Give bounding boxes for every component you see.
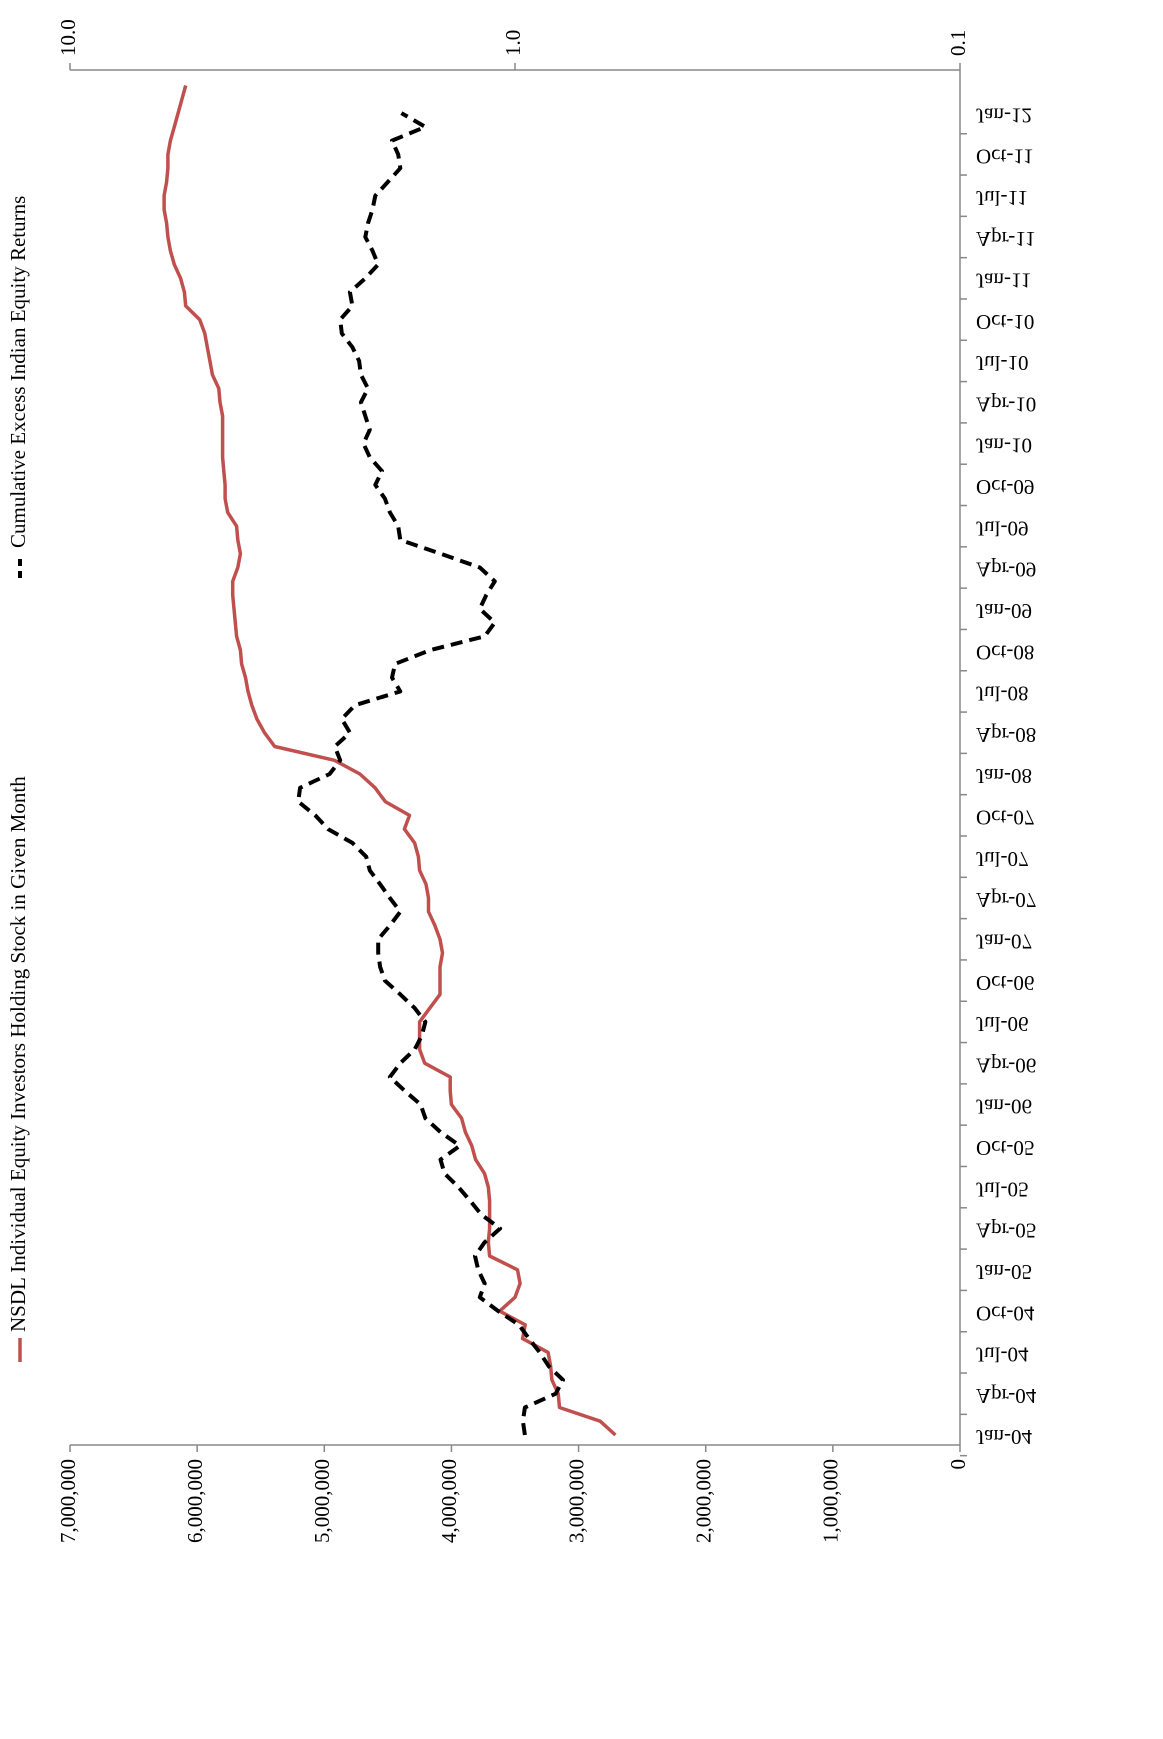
x-tick-label: Apr-10 xyxy=(976,392,1036,416)
x-tick-label: Jul-04 xyxy=(976,1343,1029,1367)
y-tick-label: 0 xyxy=(946,1459,970,1470)
y-tick-label: 5,000,000 xyxy=(310,1459,334,1543)
x-tick-label: Oct-06 xyxy=(976,971,1034,995)
x-tick-label: Oct-09 xyxy=(976,475,1034,499)
x-tick-label: Jul-06 xyxy=(976,1012,1029,1036)
x-tick-label: Jul-11 xyxy=(976,186,1028,210)
x-tick-label: Jan-12 xyxy=(976,103,1032,127)
x-tick-label: Jul-07 xyxy=(976,847,1029,871)
y-tick-label: 4,000,000 xyxy=(437,1459,461,1543)
x-tick-label: Jan-07 xyxy=(976,929,1032,953)
x-tick-label: Jan-09 xyxy=(976,599,1032,623)
series-line xyxy=(162,85,617,1437)
x-tick-label: Jan-08 xyxy=(976,764,1032,788)
x-tick-label: Jan-10 xyxy=(976,434,1032,458)
y-tick-label: 3,000,000 xyxy=(564,1459,588,1543)
x-tick-label: Apr-06 xyxy=(976,1053,1036,1077)
y-tick-label: 1,000,000 xyxy=(819,1459,843,1543)
x-tick-label: Oct-07 xyxy=(976,806,1034,830)
y2-tick-label: 0.1 xyxy=(946,30,970,56)
x-tick-label: Oct-08 xyxy=(976,640,1034,664)
x-tick-label: Oct-11 xyxy=(976,145,1034,169)
x-tick-label: Jan-11 xyxy=(976,269,1031,293)
y-tick-label: 6,000,000 xyxy=(183,1459,207,1543)
x-tick-label: Apr-05 xyxy=(976,1219,1036,1243)
x-tick-label: Jul-09 xyxy=(976,516,1029,540)
y-tick-label: 2,000,000 xyxy=(692,1459,716,1543)
series-line xyxy=(296,111,565,1436)
x-tick-label: Jul-08 xyxy=(976,682,1029,706)
x-tick-label: Oct-05 xyxy=(976,1136,1034,1160)
x-tick-label: Jul-10 xyxy=(976,351,1029,375)
x-tick-label: Apr-08 xyxy=(976,723,1036,747)
x-tick-label: Jan-04 xyxy=(976,1425,1032,1449)
y2-tick-label: 1.0 xyxy=(501,30,525,56)
y-tick-label: 7,000,000 xyxy=(56,1459,80,1543)
x-tick-label: Apr-07 xyxy=(976,888,1036,912)
x-tick-label: Jan-05 xyxy=(976,1260,1032,1284)
y2-tick-label: 10.0 xyxy=(56,19,80,56)
x-tick-label: Jan-06 xyxy=(976,1095,1032,1119)
x-tick-label: Jul-05 xyxy=(976,1177,1029,1201)
x-tick-label: Apr-04 xyxy=(976,1384,1037,1408)
legend-label: NSDL Individual Equity Investors Holding… xyxy=(6,776,30,1332)
x-tick-label: Apr-09 xyxy=(976,558,1036,582)
x-tick-label: Oct-10 xyxy=(976,310,1034,334)
x-tick-label: Apr-11 xyxy=(976,227,1035,251)
x-tick-label: Oct-04 xyxy=(976,1301,1035,1325)
legend-label: Cumulative Excess Indian Equity Returns xyxy=(6,196,30,548)
